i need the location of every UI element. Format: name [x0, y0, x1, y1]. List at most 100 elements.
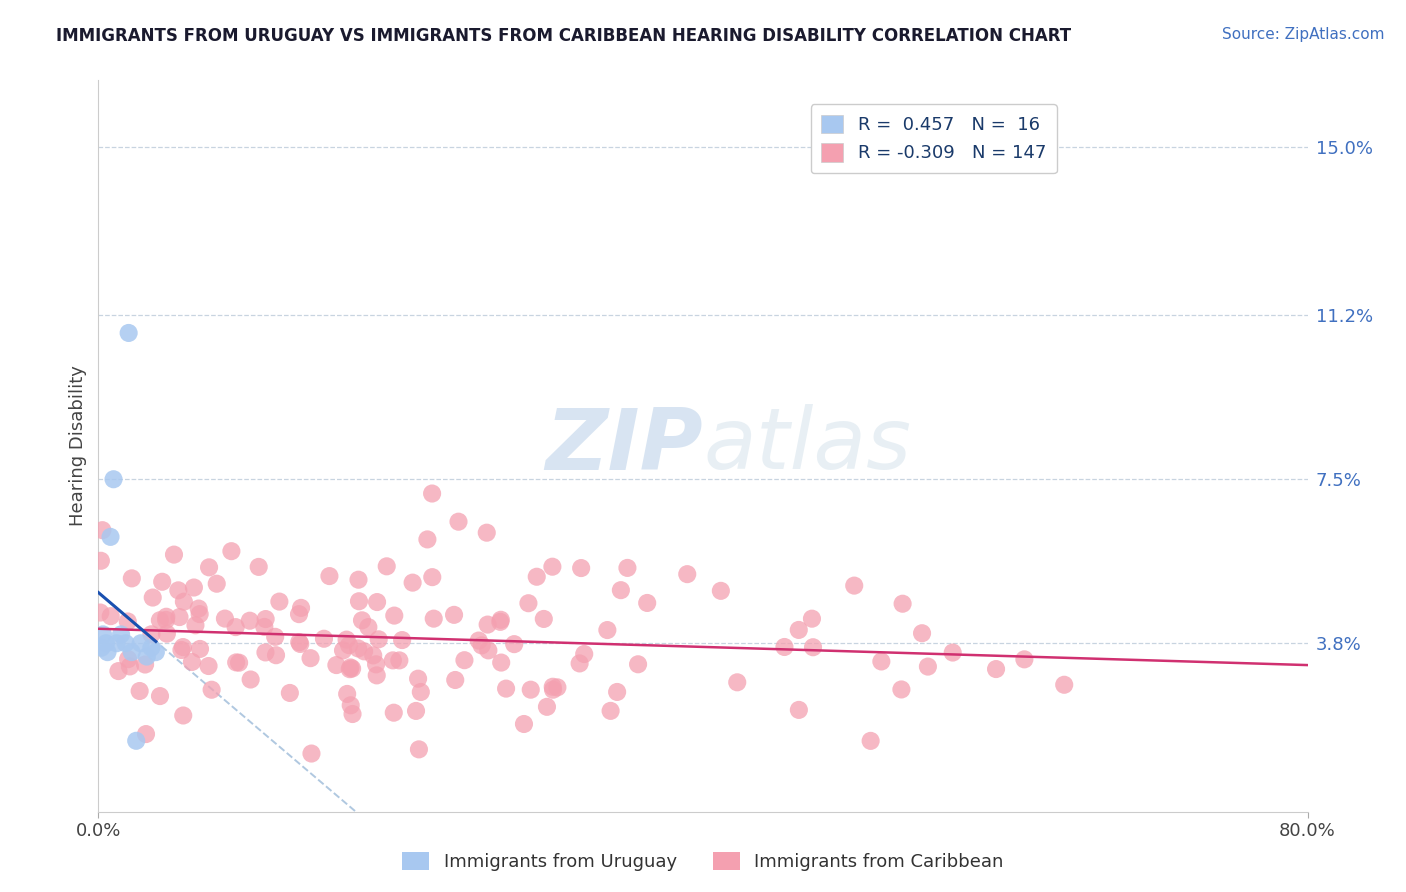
Legend: Immigrants from Uruguay, Immigrants from Caribbean: Immigrants from Uruguay, Immigrants from…	[395, 845, 1011, 879]
Point	[225, 620, 247, 634]
Point	[169, 610, 191, 624]
Point	[149, 689, 172, 703]
Point	[335, 632, 357, 647]
Point	[145, 645, 167, 659]
Point	[118, 659, 141, 673]
Point	[110, 627, 132, 641]
Point	[239, 614, 262, 628]
Point	[125, 733, 148, 747]
Point	[800, 612, 823, 626]
Point	[347, 573, 370, 587]
Point	[357, 620, 380, 634]
Point	[117, 615, 139, 629]
Point	[517, 596, 540, 610]
Point	[391, 633, 413, 648]
Point	[339, 662, 361, 676]
Point	[710, 583, 733, 598]
Point	[725, 675, 748, 690]
Point	[606, 685, 628, 699]
Point	[155, 609, 177, 624]
Point	[254, 645, 277, 659]
Point	[336, 687, 359, 701]
Point	[205, 576, 228, 591]
Point	[105, 636, 128, 650]
Point	[94, 636, 117, 650]
Point	[142, 591, 165, 605]
Point	[201, 682, 224, 697]
Point	[533, 612, 555, 626]
Point	[568, 657, 591, 671]
Point	[942, 646, 965, 660]
Point	[239, 673, 262, 687]
Text: ZIP: ZIP	[546, 404, 703, 488]
Point	[347, 594, 370, 608]
Point	[197, 659, 219, 673]
Point	[596, 623, 619, 637]
Text: Source: ZipAtlas.com: Source: ZipAtlas.com	[1222, 27, 1385, 42]
Point	[91, 627, 114, 641]
Point	[381, 653, 404, 667]
Point	[366, 595, 388, 609]
Point	[489, 656, 512, 670]
Point	[184, 618, 207, 632]
Point	[121, 645, 143, 659]
Point	[114, 636, 136, 650]
Point	[616, 561, 638, 575]
Point	[513, 717, 536, 731]
Point	[121, 571, 143, 585]
Point	[156, 626, 179, 640]
Point	[89, 606, 111, 620]
Point	[401, 575, 423, 590]
Point	[288, 607, 311, 622]
Point	[188, 642, 211, 657]
Point	[475, 525, 498, 540]
Point	[107, 664, 129, 678]
Point	[278, 686, 301, 700]
Point	[408, 742, 430, 756]
Point	[420, 570, 443, 584]
Point	[364, 657, 387, 672]
Point	[870, 655, 893, 669]
Point	[610, 583, 633, 598]
Point	[253, 620, 276, 634]
Point	[526, 570, 548, 584]
Point	[471, 639, 494, 653]
Point	[447, 515, 470, 529]
Point	[214, 611, 236, 625]
Point	[117, 652, 139, 666]
Point	[221, 544, 243, 558]
Point	[453, 653, 475, 667]
Point	[167, 583, 190, 598]
Point	[382, 706, 405, 720]
Point	[844, 579, 866, 593]
Point	[254, 612, 277, 626]
Point	[339, 698, 361, 713]
Point	[288, 635, 311, 649]
Point	[149, 613, 172, 627]
Point	[367, 632, 389, 647]
Point	[150, 574, 173, 589]
Point	[188, 607, 211, 621]
Point	[382, 608, 405, 623]
Point	[366, 668, 388, 682]
Point	[890, 682, 912, 697]
Point	[172, 640, 194, 654]
Point	[489, 615, 512, 629]
Point	[129, 636, 152, 650]
Point	[361, 648, 384, 663]
Point	[541, 680, 564, 694]
Point	[636, 596, 658, 610]
Point	[519, 682, 541, 697]
Point	[911, 626, 934, 640]
Point	[340, 661, 363, 675]
Point	[198, 560, 221, 574]
Point	[173, 595, 195, 609]
Point	[134, 657, 156, 672]
Point	[416, 533, 439, 547]
Point	[301, 747, 323, 761]
Point	[312, 632, 335, 646]
Point	[90, 554, 112, 568]
Point	[375, 559, 398, 574]
Point	[172, 708, 194, 723]
Point	[170, 643, 193, 657]
